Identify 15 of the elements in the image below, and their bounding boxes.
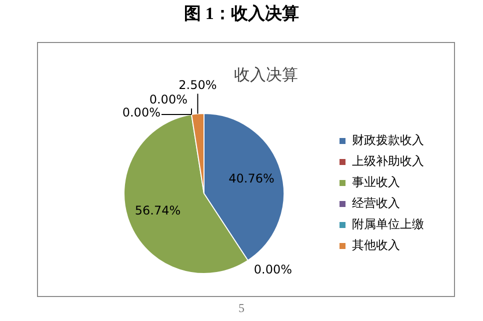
legend-label: 其他收入 bbox=[352, 238, 400, 252]
legend-label: 经营收入 bbox=[352, 196, 400, 210]
data-label: 40.76% bbox=[228, 171, 274, 186]
legend-label: 事业收入 bbox=[352, 175, 400, 190]
text: 0.00% bbox=[254, 262, 292, 277]
legend-label: 附属单位上缴 bbox=[352, 217, 424, 232]
text: 5 bbox=[238, 301, 246, 316]
data-label: 56.74% bbox=[134, 204, 181, 218]
legend-label: 财政拨款收入 bbox=[352, 133, 424, 148]
data-label: 2.50% bbox=[178, 78, 217, 92]
text: 0.00% bbox=[149, 92, 188, 107]
chart-subtitle: 收入决算 bbox=[234, 65, 298, 84]
text: 0.00% bbox=[122, 106, 160, 120]
legend-label: 上级补助收入 bbox=[352, 154, 424, 168]
chart-title: 图 1：收入决算 bbox=[183, 3, 300, 25]
